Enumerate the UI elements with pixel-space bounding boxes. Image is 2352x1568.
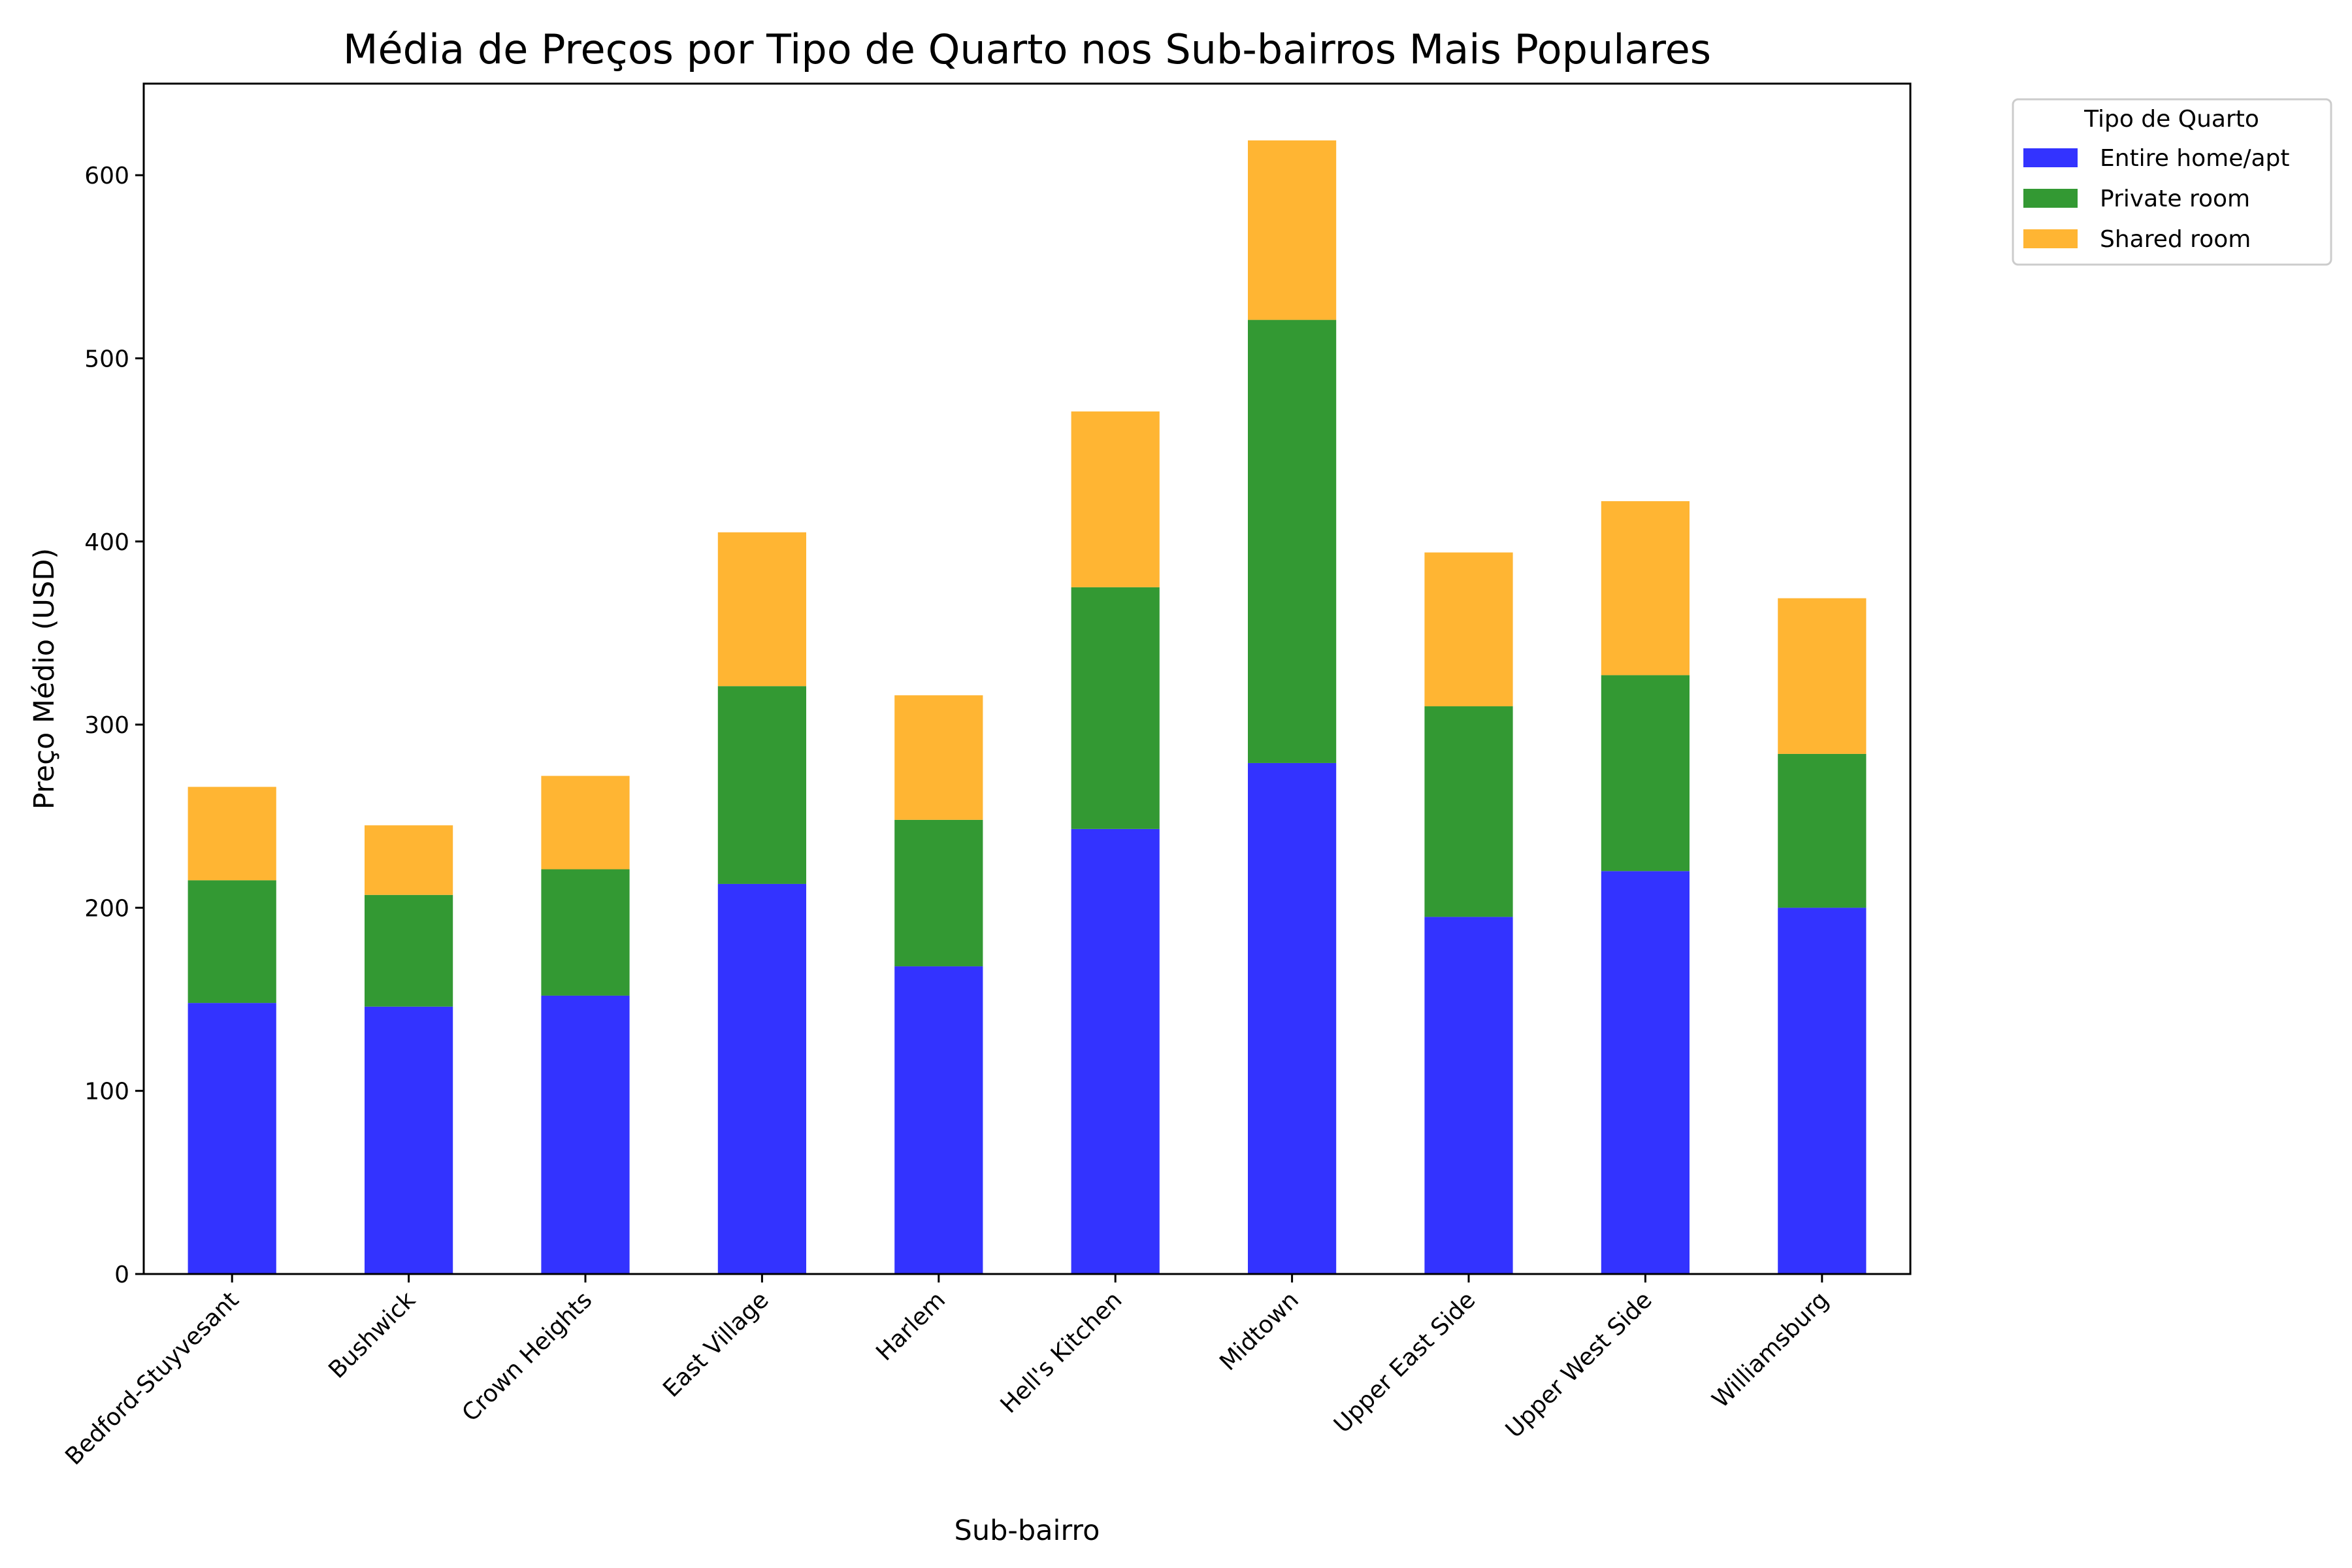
- bar-1-4: [717, 883, 806, 1274]
- bar-3-1: [188, 787, 276, 881]
- bar-2-4: [717, 686, 806, 884]
- bar-1-7: [1248, 762, 1337, 1274]
- bar-3-10: [1778, 598, 1867, 754]
- bar-1-6: [1071, 828, 1160, 1274]
- bar-3-7: [1248, 140, 1337, 320]
- bar-1-2: [365, 1006, 453, 1274]
- x-tick-label: Upper West Side: [1501, 1286, 1658, 1443]
- x-tick-label: Williamsburg: [1707, 1286, 1834, 1413]
- bar-2-10: [1778, 753, 1867, 908]
- bar-3-4: [717, 532, 806, 687]
- y-tick-label: 500: [84, 346, 129, 372]
- y-tick-label: 200: [84, 895, 129, 922]
- plot-frame: [142, 82, 1912, 1275]
- legend-title: Tipo de Quarto: [2083, 106, 2259, 133]
- bar-3-8: [1424, 552, 1513, 707]
- bar-1-3: [541, 995, 630, 1274]
- bar-1-10: [1778, 907, 1867, 1274]
- bar-1-9: [1601, 871, 1690, 1274]
- bar-2-3: [541, 869, 630, 996]
- bar-3-9: [1601, 501, 1690, 676]
- x-tick-label: Harlem: [871, 1286, 951, 1366]
- bar-2-1: [188, 880, 276, 1004]
- y-tick-label: 300: [84, 712, 129, 739]
- y-axis-label: Preço Médio (USD): [28, 548, 61, 809]
- bar-3-2: [365, 825, 453, 895]
- bars-group: [188, 140, 1867, 1274]
- bar-3-5: [894, 695, 983, 820]
- bar-3-6: [1071, 411, 1160, 587]
- x-tick-label: East Village: [658, 1286, 774, 1403]
- legend-frame: [2012, 98, 2332, 266]
- y-tick-label: 400: [84, 529, 129, 556]
- bar-2-5: [894, 819, 983, 967]
- chart-title: Média de Preços por Tipo de Quarto nos S…: [343, 25, 1711, 73]
- legend-label: Private room: [2100, 186, 2250, 212]
- y-axis: 0 100 200 300 400 500 600: [84, 163, 144, 1288]
- legend-swatch: [2023, 189, 2078, 208]
- bar-2-7: [1248, 319, 1337, 763]
- bar-1-1: [188, 1003, 276, 1274]
- x-tick-label: Bedford-Stuyvesant: [60, 1286, 244, 1470]
- bar-1-8: [1424, 917, 1513, 1274]
- x-axis: Bedford-Stuyvesant Bushwick Crown Heights E…: [60, 1274, 1834, 1471]
- y-tick-label: 600: [84, 163, 129, 189]
- bar-2-2: [365, 894, 453, 1007]
- legend-label: Shared room: [2100, 226, 2251, 253]
- legend-swatch: [2023, 229, 2078, 248]
- x-tick-label: Upper East Side: [1329, 1286, 1480, 1438]
- bar-1-5: [894, 966, 983, 1274]
- x-tick-label: Crown Heights: [457, 1286, 598, 1427]
- y-tick-label: 0: [114, 1262, 129, 1288]
- bar-3-3: [541, 776, 630, 870]
- x-tick-label: Hell's Kitchen: [996, 1286, 1128, 1418]
- y-tick-label: 100: [84, 1079, 129, 1105]
- bar-2-8: [1424, 706, 1513, 917]
- x-tick-label: Bushwick: [323, 1286, 421, 1384]
- legend: Tipo de Quarto Entire home/apt Private ro…: [2012, 98, 2332, 266]
- legend-swatch: [2023, 148, 2078, 167]
- bar-2-9: [1601, 675, 1690, 872]
- x-axis-label: Sub-bairro: [955, 1514, 1100, 1547]
- x-tick-label: Midtown: [1215, 1286, 1304, 1376]
- bar-2-6: [1071, 587, 1160, 829]
- legend-label: Entire home/apt: [2100, 145, 2290, 172]
